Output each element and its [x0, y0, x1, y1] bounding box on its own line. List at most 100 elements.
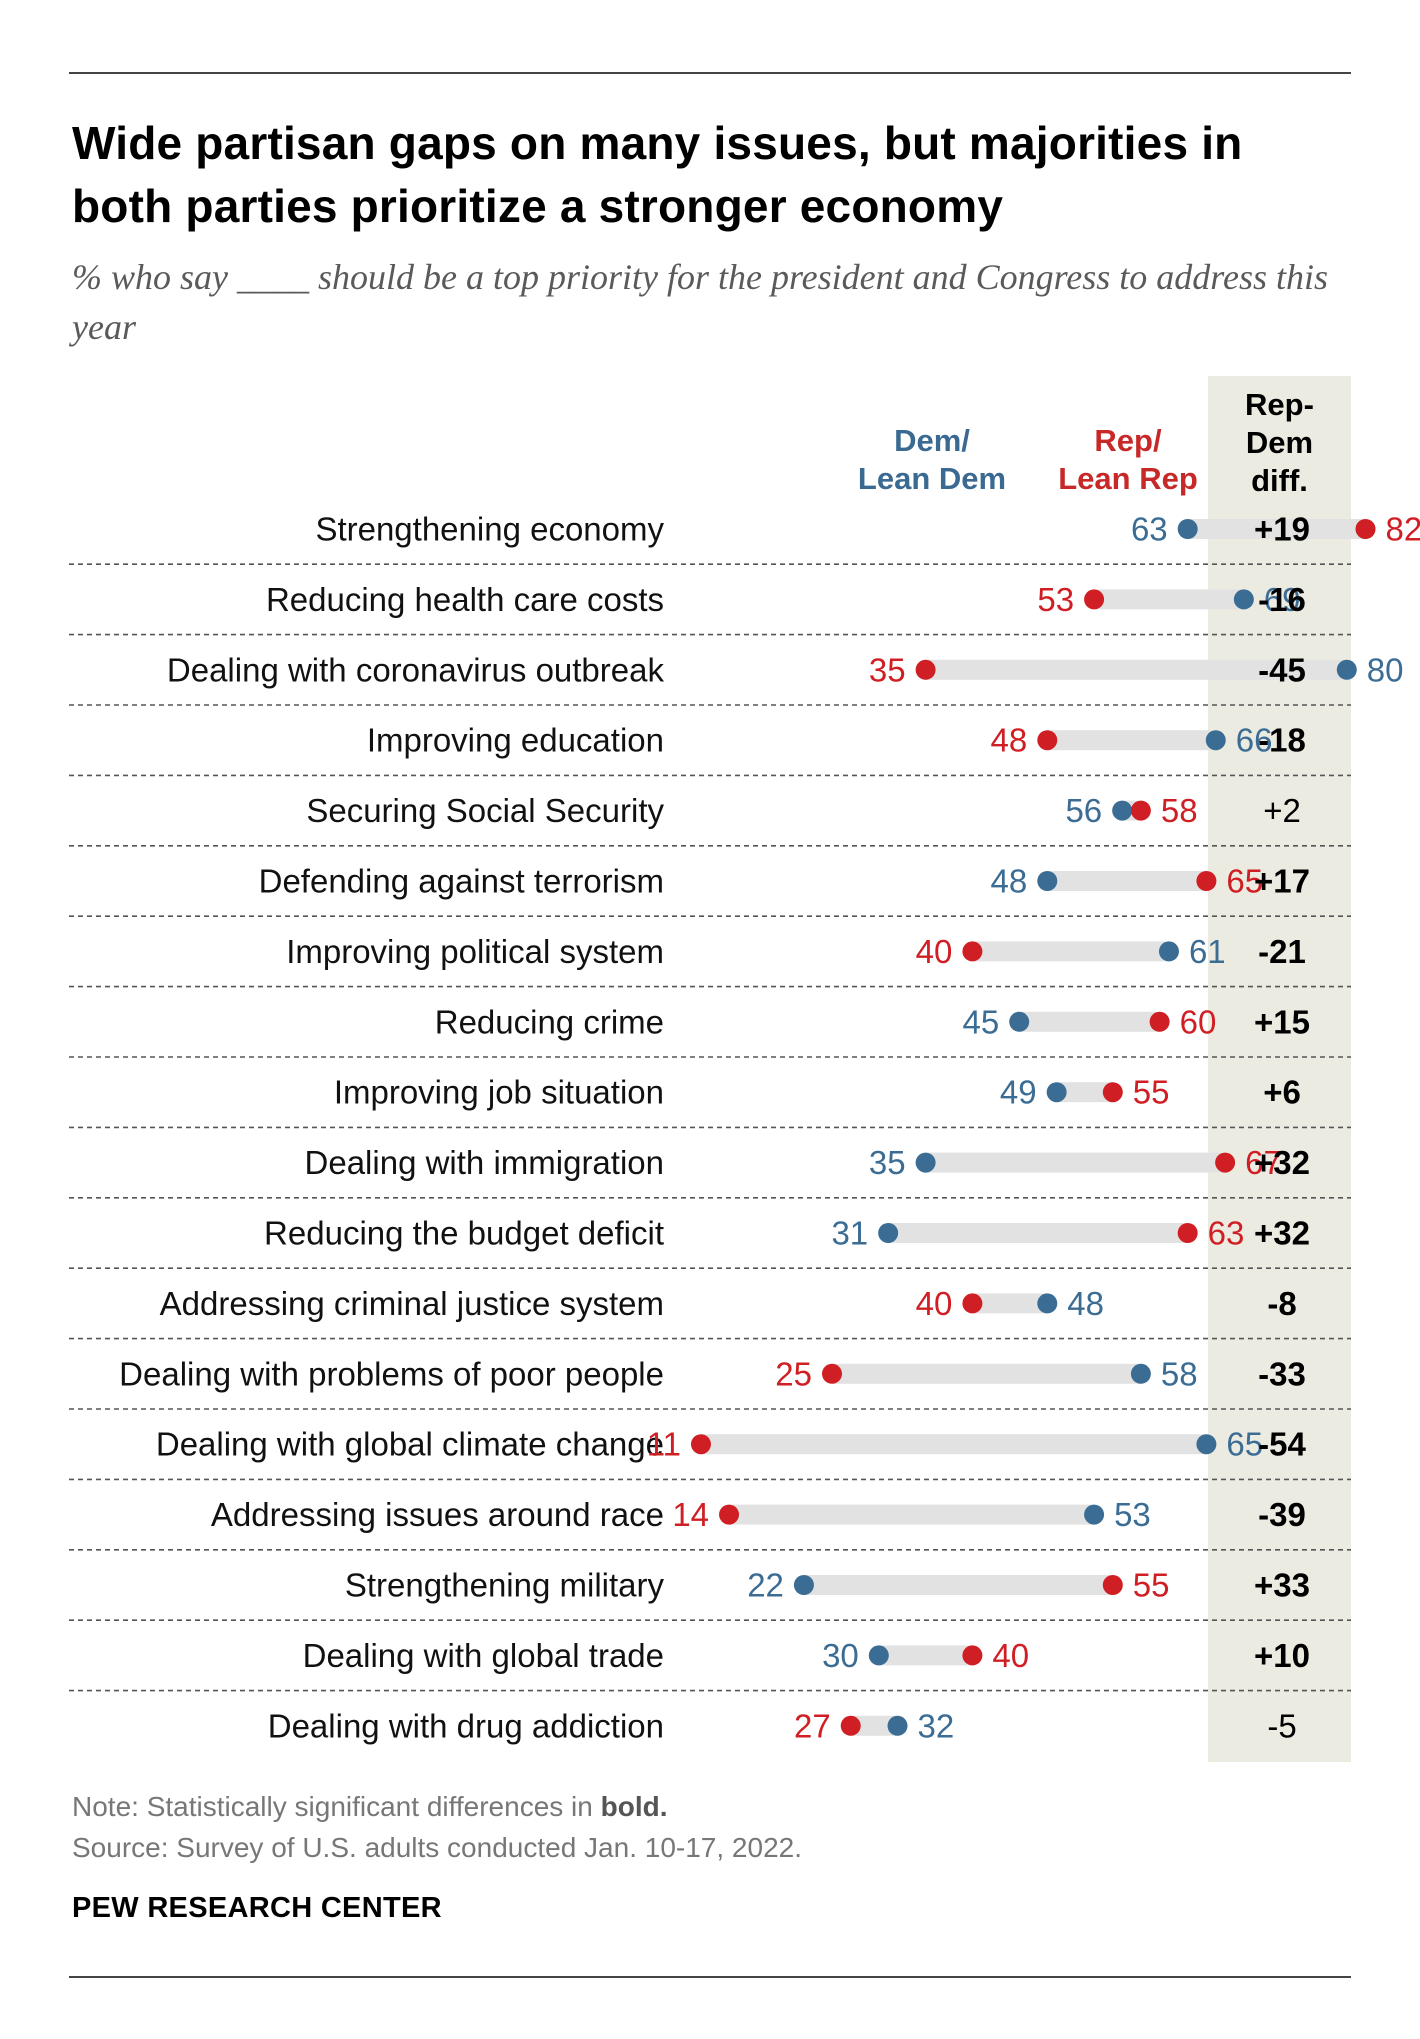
rep-dot: [1102, 1082, 1123, 1103]
row-label: Dealing with coronavirus outbreak: [167, 651, 665, 688]
rep-value-label: 82: [1386, 511, 1420, 548]
dem-dot: [1336, 659, 1357, 680]
rep-value-label: 27: [794, 1707, 831, 1744]
dem-value-label: 56: [1065, 792, 1102, 829]
diff-value: +32: [1254, 1144, 1310, 1181]
dem-value-label: 31: [831, 1215, 868, 1252]
row-label: Dealing with drug addiction: [268, 1707, 664, 1744]
chart-title: Wide partisan gaps on many issues, but m…: [72, 117, 1243, 232]
diff-value: +33: [1254, 1567, 1310, 1604]
dot-plot-chart: Strengthening economy 63 82 +19 Reducing hea…: [69, 511, 1420, 1744]
bottom-rule: [69, 1976, 1351, 1978]
note-text: Note: Statistically significant differen…: [72, 1791, 668, 1823]
rep-value-label: 40: [992, 1637, 1029, 1674]
diff-header-line1: Rep-: [1245, 387, 1314, 422]
dem-value-label: 66: [1236, 722, 1273, 759]
dem-value-label: 58: [1161, 1355, 1198, 1392]
range-bar: [850, 1715, 898, 1736]
diff-value: +2: [1263, 792, 1301, 829]
dem-value-label: 48: [1067, 1285, 1104, 1322]
rep-header-line2: Lean Rep: [1058, 461, 1198, 496]
note-prefix: Note: Statistically significant differen…: [72, 1791, 601, 1822]
dem-value-label: 22: [747, 1567, 784, 1604]
rep-value-label: 40: [916, 1285, 953, 1322]
range-bar: [1047, 730, 1216, 751]
dem-dot: [1177, 519, 1198, 539]
rep-value-label: 53: [1037, 581, 1074, 618]
rep-value-label: 55: [1133, 1074, 1170, 1111]
dem-value-label: 69: [1264, 581, 1301, 618]
rep-dot: [1196, 871, 1217, 891]
rep-dot: [962, 941, 983, 962]
dem-dot: [1009, 1011, 1030, 1032]
dem-value-label: 63: [1131, 511, 1168, 548]
range-bar: [1187, 519, 1366, 539]
dem-column-header: Dem/ Lean Dem: [842, 422, 1022, 498]
rep-value-label: 63: [1208, 1215, 1245, 1252]
source-text: Source: Survey of U.S. adults conducted …: [72, 1832, 802, 1863]
dem-dot: [1158, 941, 1179, 962]
dem-dot: [1233, 589, 1254, 610]
range-bar: [1047, 871, 1207, 891]
dem-value-label: 32: [918, 1707, 955, 1744]
diff-value: -8: [1267, 1285, 1296, 1322]
range-bar: [1094, 589, 1244, 610]
row-label: Strengthening economy: [315, 511, 664, 548]
row-label: Reducing crime: [435, 1003, 664, 1040]
rep-value-label: 58: [1161, 792, 1198, 829]
row-label: Addressing criminal justice system: [160, 1285, 664, 1322]
diff-value: +17: [1254, 863, 1310, 900]
diff-column-header: Rep- Dem diff.: [1208, 386, 1351, 500]
rep-dot: [1215, 1152, 1236, 1173]
chart-subtitle: % who say ____ should be a top priority …: [72, 257, 1328, 347]
dem-header-line2: Lean Dem: [857, 461, 1007, 496]
dem-dot: [793, 1575, 814, 1595]
diff-value: +15: [1254, 1003, 1310, 1040]
rep-value-label: 65: [1226, 863, 1263, 900]
diff-value: -18: [1258, 722, 1306, 759]
rep-value-label: 25: [775, 1355, 812, 1392]
range-bar: [700, 1434, 1207, 1455]
range-bar: [832, 1363, 1141, 1384]
dem-value-label: 49: [1000, 1074, 1037, 1111]
rep-dot: [915, 659, 936, 680]
range-bar: [1019, 1011, 1160, 1032]
rep-dot: [1037, 730, 1058, 751]
rep-dot: [1149, 1011, 1170, 1032]
diff-value: -5: [1267, 1707, 1296, 1744]
row-label: Reducing health care costs: [266, 581, 664, 618]
dem-dot: [868, 1645, 889, 1666]
row-label: Improving education: [367, 722, 664, 759]
rep-dot: [719, 1504, 740, 1525]
rep-dot: [962, 1293, 983, 1314]
row-label: Dealing with problems of poor people: [119, 1355, 664, 1392]
rep-dot: [1355, 519, 1376, 539]
dem-dot: [915, 1152, 936, 1173]
row-label: Addressing issues around race: [211, 1496, 664, 1533]
dem-dot: [887, 1715, 908, 1736]
diff-value: -39: [1258, 1496, 1306, 1533]
range-bar: [1056, 1082, 1113, 1103]
dem-value-label: 48: [991, 863, 1028, 900]
range-bar: [803, 1575, 1113, 1595]
top-rule: [69, 72, 1351, 74]
rep-dot: [822, 1363, 842, 1384]
note-bold: bold.: [600, 1791, 668, 1822]
row-label: Securing Social Security: [306, 792, 664, 829]
row-label: Dealing with global climate change: [156, 1426, 664, 1463]
dem-dot: [1037, 871, 1058, 891]
rep-value-label: 11: [647, 1426, 681, 1463]
dem-dot: [1084, 1504, 1105, 1525]
diff-value: -21: [1258, 933, 1306, 970]
dem-dot: [1046, 1082, 1067, 1103]
row-label: Strengthening military: [345, 1567, 665, 1604]
range-bar: [878, 1645, 973, 1666]
row-label: Reducing the budget deficit: [264, 1215, 664, 1252]
dem-value-label: 53: [1114, 1496, 1151, 1533]
rep-dot: [840, 1715, 861, 1736]
rep-value-label: 55: [1133, 1567, 1170, 1604]
diff-header-line3: diff.: [1251, 463, 1308, 498]
row-label: Improving political system: [286, 933, 664, 970]
range-bar: [925, 1152, 1226, 1173]
dem-value-label: 61: [1189, 933, 1226, 970]
